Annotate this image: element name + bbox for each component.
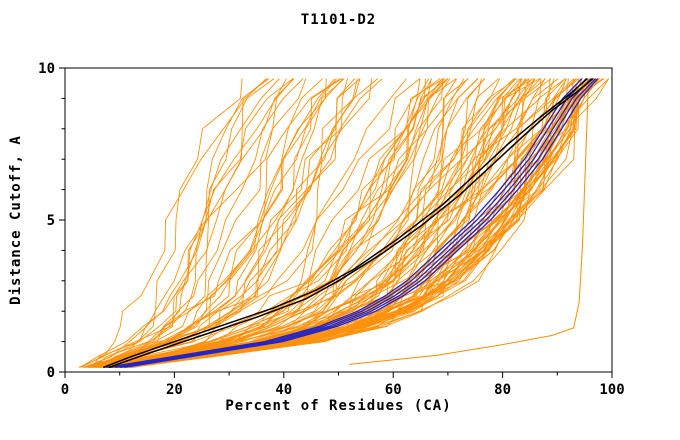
cluster-blue-4 [119,78,597,369]
model-curves-orange [78,78,610,368]
x-tick-label: 40 [275,382,292,398]
x-tick-label: 0 [61,382,69,398]
cluster-blue-3 [115,78,592,369]
cluster-blue-2 [110,78,587,369]
cluster-blue-5 [123,78,599,369]
x-axis-label: Percent of Residues (CA) [225,398,452,414]
tick-labels: 0 20 40 60 80 100 0 5 10 [38,61,625,398]
y-tick-label: 10 [38,61,55,77]
reference-black-1 [108,78,594,369]
reference-black-2 [103,78,588,369]
chart-title: T1101-D2 [300,12,377,28]
cluster-blue-1 [105,78,583,369]
y-tick-label: 5 [47,213,55,229]
x-tick-label: 80 [494,382,511,398]
axis-ticks [59,67,613,378]
x-tick-label: 100 [599,382,624,398]
x-tick-label: 60 [385,382,402,398]
x-tick-label: 20 [166,382,183,398]
outlier-model [349,80,589,365]
y-tick-label: 0 [47,365,55,381]
